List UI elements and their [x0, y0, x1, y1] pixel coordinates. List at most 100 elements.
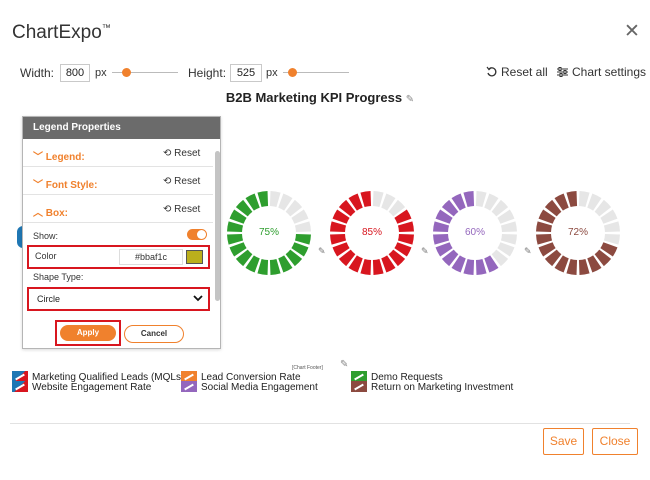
donut-segment [603, 233, 620, 245]
donut-segment [394, 209, 412, 224]
donut-segment [475, 191, 487, 208]
donut-segment [372, 191, 384, 208]
donut-segment [578, 191, 590, 208]
panel-title: Legend Properties [23, 117, 220, 139]
legend-icon [12, 371, 28, 382]
donut-segment [291, 242, 309, 257]
height-slider-track[interactable] [283, 72, 349, 73]
apply-button[interactable]: Apply [60, 325, 116, 341]
donut-chart-4[interactable]: 72% [533, 188, 623, 278]
donut-chart-1[interactable]: 75% [224, 188, 314, 278]
section-label-text: Legend: [45, 152, 85, 163]
legend-icon [351, 381, 367, 392]
donut-segment [484, 255, 499, 273]
donut-segment [372, 258, 384, 275]
shape-type-select[interactable]: Circle [27, 287, 210, 311]
pencil-icon[interactable]: ✎ [421, 246, 429, 256]
donut-segment [475, 258, 487, 275]
donut-segment [257, 258, 269, 275]
donut-ring-1 [227, 191, 311, 275]
legend-icon [12, 381, 28, 392]
color-hex-input[interactable] [119, 249, 183, 265]
donut-segment [278, 193, 293, 211]
donut-chart-2[interactable]: 85% [327, 188, 417, 278]
chart-footer[interactable]: [Chart Footer] [292, 365, 323, 371]
show-toggle[interactable] [187, 229, 207, 240]
reset-button[interactable]: ⟲ Reset [163, 148, 201, 159]
width-input[interactable] [60, 64, 90, 82]
save-button[interactable]: Save [543, 428, 584, 455]
width-slider-track[interactable] [112, 72, 178, 73]
app-title-text: ChartExpo [12, 22, 102, 43]
close-icon[interactable]: ✕ [624, 21, 640, 42]
donut-segment [491, 199, 509, 217]
donut-segment [285, 249, 303, 267]
donut-ring-4 [536, 191, 620, 275]
cancel-button[interactable]: Cancel [124, 325, 184, 343]
donut-segment [451, 193, 466, 211]
chart-settings-button[interactable]: Chart settings [556, 65, 646, 79]
donut-segment [360, 258, 372, 275]
width-label: Width: [20, 66, 55, 80]
height-label: Height: [188, 66, 227, 80]
scroll-thumb[interactable] [215, 151, 220, 301]
legend-icon [351, 371, 367, 382]
section-font-style[interactable]: ﹀ Font Style: ⟲ Reset [23, 169, 213, 195]
height-slider-thumb[interactable] [288, 68, 297, 77]
donut-segment [235, 199, 253, 217]
legend-item: Marketing Qualified Leads (MQLs) [32, 372, 185, 383]
chevron-down-icon [193, 295, 203, 302]
trademark: ™ [101, 22, 111, 33]
donut-segment [491, 249, 509, 267]
donut-percent-label: 75% [258, 227, 279, 238]
pencil-icon[interactable]: ✎ [318, 246, 326, 256]
donut-segment [388, 199, 406, 217]
width-unit: px [95, 67, 107, 79]
donut-segment [536, 221, 553, 233]
reset-all-label: Reset all [501, 65, 548, 79]
donut-segment [544, 199, 562, 217]
color-swatch[interactable] [186, 250, 203, 264]
section-legend-label[interactable]: ﹀ Legend: [33, 148, 85, 163]
section-box[interactable]: ︿ Box: ⟲ Reset [23, 197, 213, 223]
donut-segment [554, 193, 569, 211]
apply-highlight: Apply [55, 320, 121, 346]
section-legend[interactable]: ﹀ Legend: ⟲ Reset [23, 141, 213, 167]
donut-segment [227, 233, 244, 245]
donut-segment [603, 221, 620, 233]
pencil-icon[interactable]: ✎ [340, 359, 349, 370]
reset-all-button[interactable]: Reset all [486, 65, 548, 79]
donut-segment [278, 255, 293, 273]
donut-segment [497, 242, 515, 257]
donut-segment [360, 191, 372, 208]
panel-scrollbar[interactable] [215, 141, 220, 347]
reset-button[interactable]: ⟲ Reset [163, 204, 201, 215]
pencil-icon[interactable]: ✎ [524, 246, 532, 256]
donut-chart-3[interactable]: 60% [430, 188, 520, 278]
pencil-icon[interactable]: ✎ [405, 94, 415, 105]
show-label: Show: [33, 231, 59, 241]
donut-segment [441, 249, 459, 267]
reset-button[interactable]: ⟲ Reset [163, 176, 201, 187]
height-unit: px [266, 67, 278, 79]
donut-segment [332, 242, 350, 257]
legend-properties-panel: Legend Properties ﹀ Legend: ⟲ Reset ﹀ Fo… [22, 116, 221, 349]
donut-segment [500, 233, 517, 245]
section-box-label[interactable]: ︿ Box: [33, 204, 68, 219]
donut-segment [338, 199, 356, 217]
section-label-text: Font Style: [45, 180, 98, 191]
donut-segment [269, 258, 281, 275]
width-slider-thumb[interactable] [122, 68, 131, 77]
donut-segment [229, 242, 247, 257]
donut-ring-3 [433, 191, 517, 275]
donut-segment [566, 191, 578, 208]
close-button[interactable]: Close [592, 428, 638, 455]
height-input[interactable] [230, 64, 262, 82]
section-font-style-label[interactable]: ﹀ Font Style: [33, 176, 97, 191]
donut-segment [269, 191, 281, 208]
chart-title[interactable]: B2B Marketing KPI Progress ✎ [200, 90, 440, 105]
donut-segment [397, 233, 414, 245]
chevron-up-icon: ︿ [33, 208, 43, 219]
donut-segment [594, 249, 612, 267]
donut-percent-label: 60% [464, 227, 485, 238]
